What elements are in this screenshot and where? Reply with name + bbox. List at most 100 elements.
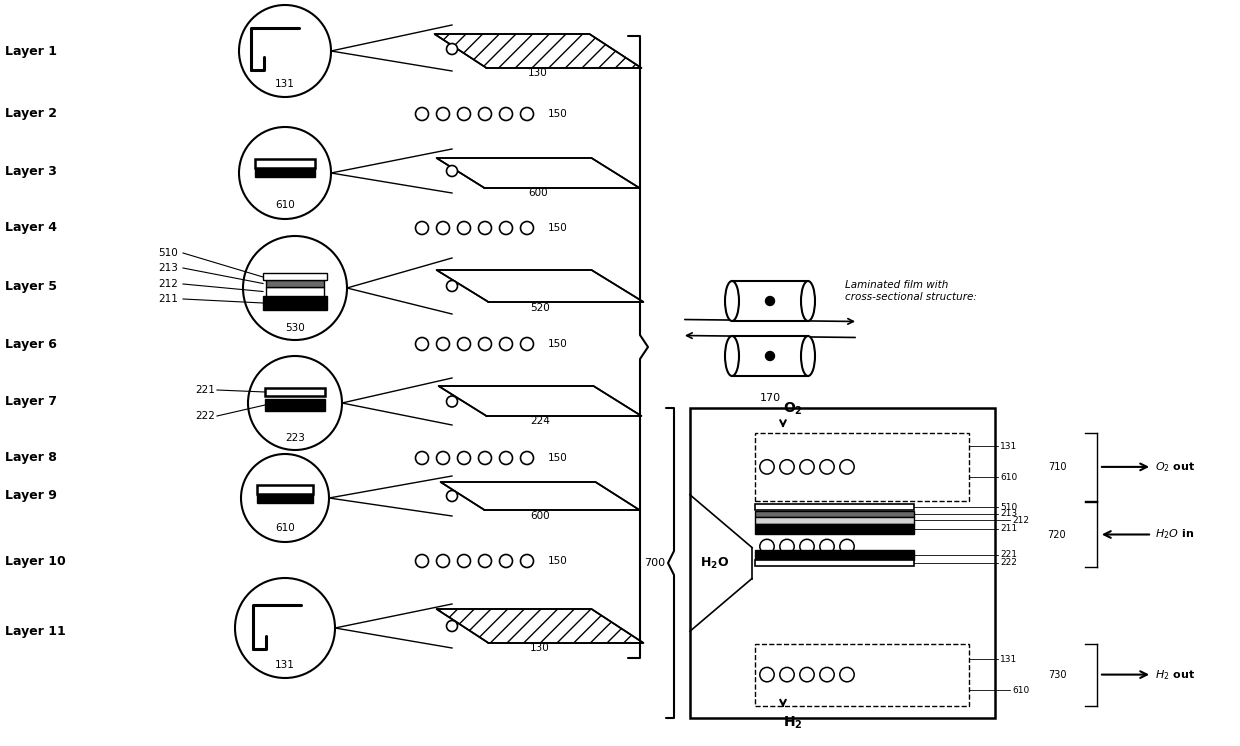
Circle shape [500, 107, 512, 121]
Text: 223: 223 [285, 433, 305, 443]
Circle shape [820, 668, 835, 682]
Circle shape [521, 222, 533, 234]
Text: 130: 130 [528, 68, 548, 78]
Circle shape [820, 539, 835, 554]
Circle shape [800, 668, 815, 682]
Circle shape [446, 396, 458, 407]
Bar [755, 550, 914, 560]
Circle shape [780, 668, 794, 682]
Circle shape [436, 107, 449, 121]
Text: 131: 131 [999, 654, 1017, 664]
Text: 600: 600 [528, 188, 548, 198]
Text: $H_2O$ in: $H_2O$ in [1154, 527, 1194, 542]
Text: $\mathbf{H_2O}$: $\mathbf{H_2O}$ [701, 556, 729, 571]
Bar [732, 281, 808, 321]
Circle shape [839, 539, 854, 554]
Circle shape [780, 460, 794, 474]
Circle shape [446, 491, 458, 501]
Text: 131: 131 [275, 660, 295, 670]
Text: Layer 2: Layer 2 [5, 107, 57, 121]
Circle shape [839, 460, 854, 474]
Circle shape [800, 460, 815, 474]
Polygon shape [440, 482, 640, 510]
Text: Layer 3: Layer 3 [5, 165, 57, 178]
Text: Layer 6: Layer 6 [5, 337, 57, 351]
Text: Layer 10: Layer 10 [5, 554, 66, 568]
Polygon shape [436, 270, 644, 302]
Circle shape [500, 554, 512, 568]
Text: 150: 150 [548, 556, 568, 566]
Ellipse shape [801, 336, 815, 376]
Circle shape [479, 554, 491, 568]
Text: 170: 170 [759, 393, 780, 403]
Text: 221: 221 [999, 550, 1017, 559]
Text: 610: 610 [275, 200, 295, 210]
Circle shape [436, 222, 449, 234]
Text: $O_2$ out: $O_2$ out [1154, 460, 1195, 474]
Circle shape [765, 296, 775, 306]
Bar [755, 560, 914, 566]
Ellipse shape [725, 336, 739, 376]
Text: Layer 5: Layer 5 [5, 280, 57, 292]
Circle shape [479, 451, 491, 465]
Text: Layer 9: Layer 9 [5, 489, 57, 503]
Text: 211: 211 [999, 524, 1017, 533]
Circle shape [415, 554, 429, 568]
Text: 222: 222 [195, 411, 215, 421]
Text: 730: 730 [1048, 670, 1066, 680]
Circle shape [500, 451, 512, 465]
Text: 222: 222 [999, 558, 1017, 567]
Circle shape [415, 337, 429, 351]
Circle shape [446, 280, 458, 292]
Circle shape [458, 554, 470, 568]
Text: 150: 150 [548, 223, 568, 233]
Circle shape [839, 668, 854, 682]
Text: $\mathbf{O_2}$: $\mathbf{O_2}$ [784, 401, 804, 417]
Polygon shape [439, 386, 641, 416]
Circle shape [479, 337, 491, 351]
Text: 700: 700 [645, 558, 666, 568]
Text: Layer 11: Layer 11 [5, 624, 66, 638]
Text: 510: 510 [159, 248, 177, 258]
Polygon shape [434, 34, 641, 68]
Text: 150: 150 [548, 109, 568, 119]
Circle shape [521, 554, 533, 568]
Circle shape [760, 668, 774, 682]
Circle shape [500, 337, 512, 351]
Circle shape [760, 539, 774, 554]
Text: 510: 510 [999, 503, 1017, 512]
Bar [263, 296, 327, 310]
Circle shape [479, 222, 491, 234]
Circle shape [479, 107, 491, 121]
Bar [732, 336, 808, 376]
Bar [265, 388, 325, 396]
Circle shape [521, 451, 533, 465]
Text: 610: 610 [1012, 686, 1029, 695]
Bar [263, 274, 327, 280]
Bar [265, 399, 325, 411]
Circle shape [500, 222, 512, 234]
Bar [267, 280, 324, 287]
Bar [255, 169, 315, 177]
Bar [257, 485, 312, 494]
Bar [755, 504, 914, 510]
Ellipse shape [725, 281, 739, 321]
Text: $H_2$ out: $H_2$ out [1154, 668, 1195, 682]
Bar [689, 408, 994, 718]
Circle shape [458, 337, 470, 351]
Bar [755, 644, 968, 706]
Text: 224: 224 [529, 416, 549, 426]
Text: 212: 212 [157, 279, 177, 289]
Circle shape [446, 43, 458, 54]
Text: 150: 150 [548, 453, 568, 463]
Text: 720: 720 [1048, 530, 1066, 539]
Circle shape [820, 460, 835, 474]
Text: 600: 600 [531, 511, 549, 521]
Text: 213: 213 [999, 510, 1017, 518]
Polygon shape [436, 609, 644, 643]
Bar [755, 433, 968, 501]
Bar [257, 495, 312, 503]
Circle shape [800, 539, 815, 554]
Circle shape [458, 451, 470, 465]
Circle shape [415, 222, 429, 234]
